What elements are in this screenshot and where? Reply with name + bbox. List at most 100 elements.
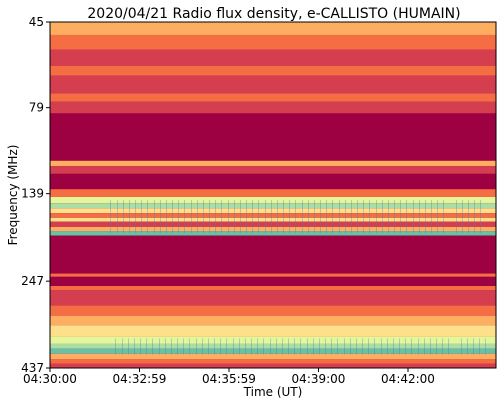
spectral-streak <box>258 200 259 233</box>
x-axis: 04:30:00 04:32:59 04:35:59 04:39:00 04:42:00 <box>23 368 435 386</box>
spectral-streak <box>220 338 221 355</box>
spectral-streak <box>400 200 401 233</box>
plot-frame <box>49 21 497 369</box>
spectral-streak <box>339 200 340 233</box>
frequency-band <box>50 22 496 35</box>
x-tick-label: 04:39:00 <box>292 372 346 386</box>
spectral-streak <box>479 338 480 355</box>
spectral-streak <box>425 200 426 233</box>
spectral-streak <box>462 200 463 233</box>
spectral-streak <box>474 200 475 233</box>
spectral-streak <box>197 200 198 233</box>
spectral-streak <box>381 338 382 355</box>
spectral-streak <box>393 338 394 355</box>
frequency-band <box>50 203 496 209</box>
spectral-streak <box>203 200 204 233</box>
spectral-streak <box>233 338 234 355</box>
spectral-streak <box>443 200 444 233</box>
frequency-band <box>50 286 496 291</box>
spectral-streak <box>319 338 320 355</box>
frequency-band <box>50 348 496 354</box>
spectral-streak <box>369 200 370 233</box>
spectral-streak <box>154 200 155 233</box>
frequency-band <box>50 75 496 94</box>
frequency-band <box>50 363 496 368</box>
spectral-streak <box>215 200 216 233</box>
spectral-streak <box>345 200 346 233</box>
chart-title: 2020/04/21 Radio flux density, e-CALLIST… <box>87 6 460 22</box>
spectral-streak <box>448 338 449 355</box>
spectral-streak <box>288 338 289 355</box>
frequency-band <box>50 34 496 50</box>
spectral-streak <box>413 200 414 233</box>
spectral-streak <box>357 200 358 233</box>
spectral-streak <box>480 200 481 233</box>
spectral-streak <box>147 200 148 233</box>
frequency-band <box>50 65 496 76</box>
spectral-streak <box>257 338 258 355</box>
frequency-band <box>50 213 496 218</box>
spectral-streak <box>270 338 271 355</box>
x-tick-label: 04:42:00 <box>381 372 435 386</box>
spectral-streak <box>234 200 235 233</box>
spectral-streak <box>320 200 321 233</box>
frequency-band <box>50 49 496 66</box>
spectral-streak <box>300 338 301 355</box>
frequency-band <box>50 189 496 197</box>
frequency-band <box>50 221 496 227</box>
spectral-streak <box>376 200 377 233</box>
spectral-streak <box>128 338 129 355</box>
spectral-streak <box>177 338 178 355</box>
spectral-streak <box>350 338 351 355</box>
x-tick-label: 04:35:59 <box>202 372 256 386</box>
spectral-streak <box>265 200 266 233</box>
spectral-streak <box>117 200 118 233</box>
spectral-streak <box>399 338 400 355</box>
spectral-streak <box>271 200 272 233</box>
x-tick-label: 04:30:00 <box>23 372 77 386</box>
frequency-band <box>50 226 496 232</box>
frequency-band <box>50 273 496 277</box>
spectral-streak <box>442 338 443 355</box>
spectral-streak <box>362 338 363 355</box>
spectral-streak <box>189 338 190 355</box>
frequency-band <box>50 359 496 364</box>
spectral-streak <box>246 200 247 233</box>
spectral-streak <box>351 200 352 233</box>
frequency-band <box>50 113 496 161</box>
spectral-streak <box>239 338 240 355</box>
spectral-streak <box>251 338 252 355</box>
spectral-streak <box>209 200 210 233</box>
spectral-streak <box>283 200 284 233</box>
spectral-streak <box>387 338 388 355</box>
frequency-band <box>50 217 496 222</box>
spectral-streak <box>467 338 468 355</box>
spectral-streak <box>122 338 123 355</box>
spectral-streak <box>307 338 308 355</box>
spectral-streak <box>252 200 253 233</box>
y-tick-label: 45 <box>29 15 44 29</box>
spectral-streak <box>382 200 383 233</box>
spectral-streak <box>473 338 474 355</box>
frequency-band <box>50 101 496 114</box>
frequency-band <box>50 336 496 344</box>
spectral-streak <box>294 338 295 355</box>
spectral-streak <box>344 338 345 355</box>
spectral-streak <box>134 338 135 355</box>
y-axis: 45 79 139 247 437 <box>21 15 50 375</box>
spectral-streak <box>129 200 130 233</box>
spectral-streak <box>388 200 389 233</box>
spectral-streak <box>172 200 173 233</box>
frequency-band <box>50 249 496 274</box>
spectral-streak <box>313 338 314 355</box>
spectral-streak <box>140 338 141 355</box>
spectral-streak <box>289 200 290 233</box>
spectral-streak <box>159 338 160 355</box>
spectral-streak <box>160 200 161 233</box>
spectral-streak <box>314 200 315 233</box>
frequency-band <box>50 305 496 316</box>
frequency-band <box>50 173 496 190</box>
spectral-streak <box>411 338 412 355</box>
frequency-band <box>50 276 496 287</box>
y-axis-label: Frequency (MHz) <box>6 145 20 246</box>
